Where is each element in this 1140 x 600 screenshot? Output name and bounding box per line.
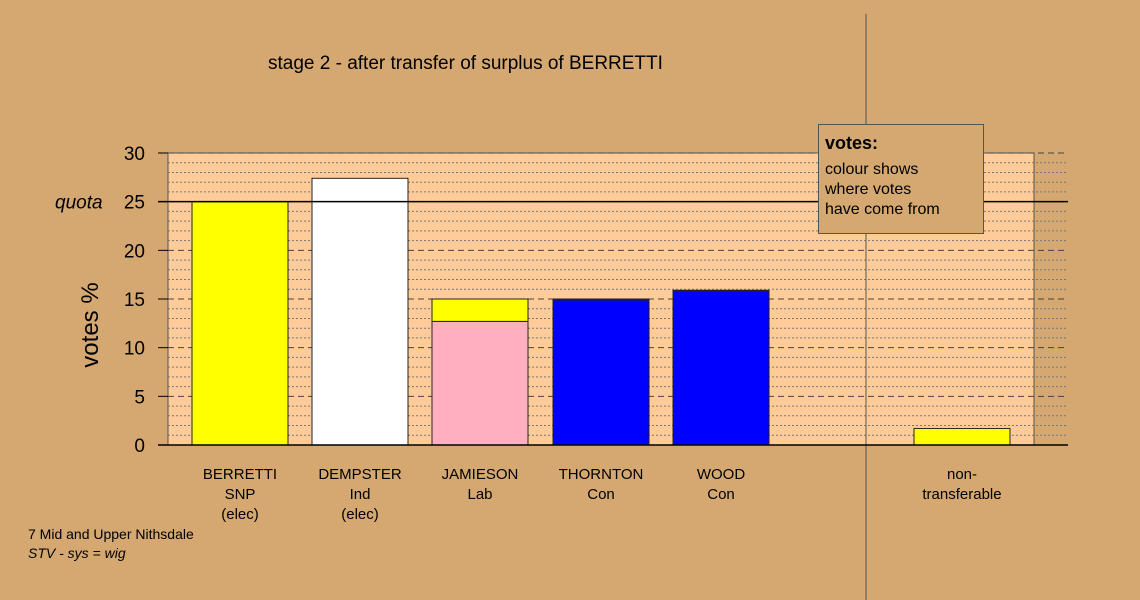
y-tick-label: 30 [124, 144, 145, 165]
bar-segment [431, 320, 529, 446]
category-label: Lab [467, 486, 492, 503]
category-label: (elec) [341, 506, 379, 523]
category-label: non- [947, 466, 977, 483]
quota-label: quota [55, 193, 103, 214]
bar-segment [311, 177, 409, 446]
bar-segment [552, 298, 650, 301]
category-label: Con [707, 486, 735, 503]
y-tick-label: 10 [124, 339, 145, 360]
bar-segment [431, 298, 529, 322]
bar-segment [191, 201, 289, 446]
category-label: THORNTON [559, 466, 644, 483]
chart-title: stage 2 - after transfer of surplus of B… [268, 53, 663, 74]
y-tick-label: 0 [134, 436, 145, 457]
bar-segment [552, 299, 650, 446]
bar-segment [672, 289, 770, 292]
category-label: DEMPSTER [318, 466, 402, 483]
category-label: Ind [350, 486, 371, 503]
legend-line: where votes [825, 181, 912, 198]
bar-segment [913, 427, 1011, 446]
y-tick-label: 15 [124, 290, 145, 311]
category-label: Con [587, 486, 615, 503]
y-axis-label: votes % [77, 282, 104, 367]
category-label: WOOD [697, 466, 745, 483]
category-label: (elec) [221, 506, 259, 523]
y-tick-label: 5 [134, 387, 145, 408]
bar-segment [672, 290, 770, 446]
category-label: SNP [225, 486, 256, 503]
legend-title: votes: [825, 133, 879, 153]
category-label: BERRETTI [203, 466, 277, 483]
ward-name: 7 Mid and Upper Nithsdale [28, 526, 194, 542]
legend-line: have come from [825, 201, 940, 218]
y-tick-label: 25 [124, 193, 145, 214]
category-label: transferable [922, 486, 1001, 503]
system-note: STV - sys = wig [28, 545, 126, 561]
legend-box: votes: colour shows where votes have com… [818, 124, 984, 234]
y-tick-label: 20 [124, 241, 145, 262]
category-label: JAMIESON [442, 466, 519, 483]
legend-line: colour shows [825, 161, 919, 178]
